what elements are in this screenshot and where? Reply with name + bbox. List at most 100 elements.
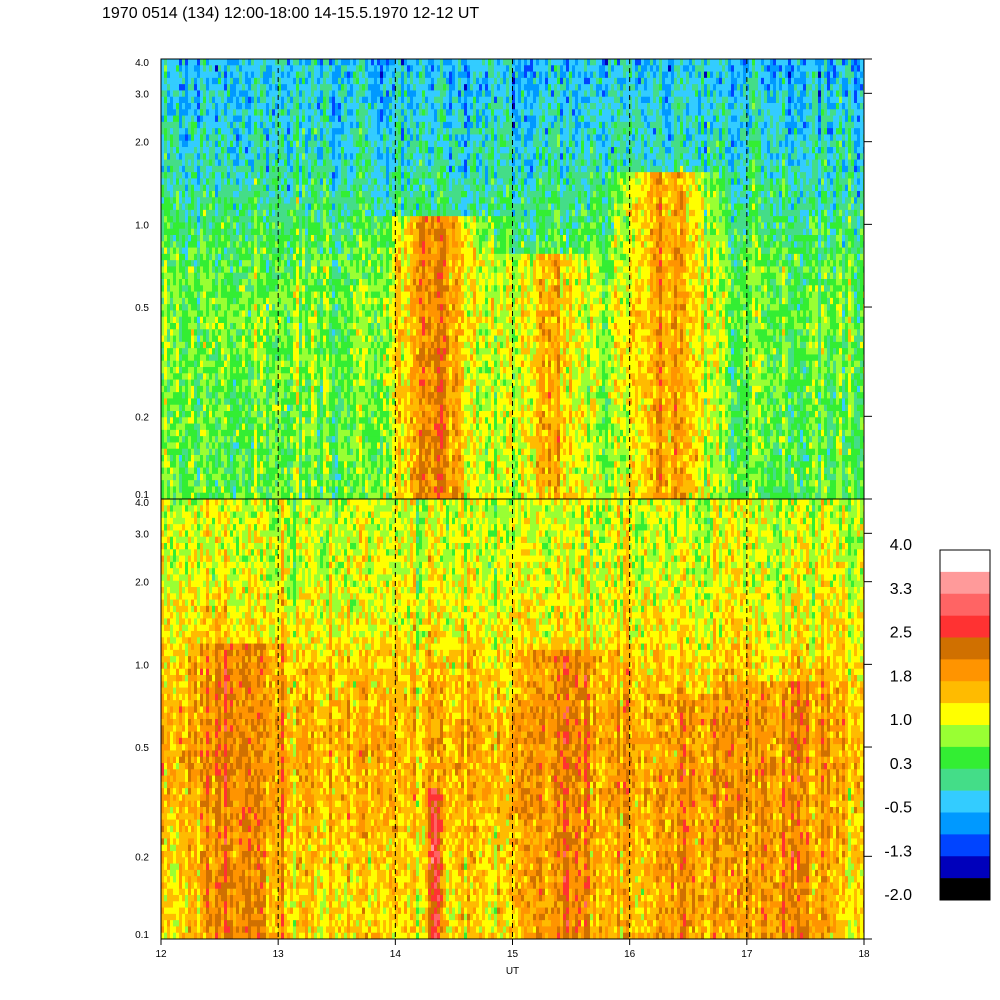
spectrogram-cell bbox=[239, 385, 242, 393]
spectrogram-cell bbox=[185, 461, 188, 469]
spectrogram-cell bbox=[266, 442, 269, 450]
spectrogram-cell bbox=[347, 297, 350, 305]
spectrogram-cell bbox=[275, 241, 278, 249]
spectrogram-cell bbox=[230, 153, 233, 161]
spectrogram-cell bbox=[371, 417, 374, 425]
spectrogram-cell bbox=[260, 77, 263, 85]
spectrogram-cell bbox=[182, 310, 185, 318]
spectrogram-cell bbox=[200, 172, 203, 180]
spectrogram-cell bbox=[275, 442, 278, 450]
spectrogram-cell bbox=[260, 316, 263, 324]
spectrogram-cell bbox=[221, 159, 224, 167]
spectrogram-cell bbox=[341, 329, 344, 337]
spectrogram-cell bbox=[311, 222, 314, 230]
spectrogram-cell bbox=[356, 115, 359, 123]
spectrogram-cell bbox=[164, 197, 167, 205]
spectrogram-cell bbox=[188, 329, 191, 337]
spectrogram-cell bbox=[350, 65, 353, 73]
spectrogram-cell bbox=[197, 172, 200, 180]
spectrogram-cell bbox=[224, 411, 227, 418]
spectrogram-cell bbox=[323, 492, 326, 499]
spectrogram-cell bbox=[260, 159, 263, 167]
spectrogram-cell bbox=[293, 367, 296, 374]
spectrogram-cell bbox=[299, 436, 302, 444]
spectrogram-cell bbox=[320, 260, 323, 268]
spectrogram-cell bbox=[326, 323, 329, 330]
spectrogram-cell bbox=[356, 392, 359, 400]
spectrogram-cell bbox=[296, 323, 299, 330]
spectrogram-cell bbox=[170, 316, 173, 324]
spectrogram-cell bbox=[296, 96, 299, 104]
spectrogram-cell bbox=[308, 335, 311, 343]
spectrogram-cell bbox=[221, 367, 224, 374]
spectrogram-cell bbox=[200, 121, 203, 129]
spectrogram-cell bbox=[251, 423, 254, 431]
spectrogram-cell bbox=[206, 147, 209, 154]
spectrogram-cell bbox=[344, 429, 347, 437]
spectrogram-cell bbox=[197, 291, 200, 299]
spectrogram-cell bbox=[311, 77, 314, 85]
spectrogram-cell bbox=[350, 235, 353, 242]
spectrogram-cell bbox=[215, 115, 218, 123]
spectrogram-cell bbox=[179, 448, 182, 456]
spectrogram-cell bbox=[239, 272, 242, 280]
spectrogram-cell bbox=[188, 260, 191, 268]
spectrogram-cell bbox=[236, 153, 239, 161]
spectrogram-cell bbox=[221, 379, 224, 387]
spectrogram-cell bbox=[245, 172, 248, 180]
spectrogram-cell bbox=[344, 165, 347, 173]
spectrogram-cell bbox=[278, 423, 281, 431]
spectrogram-cell bbox=[260, 90, 263, 98]
spectrogram-cell bbox=[230, 285, 233, 293]
spectrogram-cell bbox=[305, 247, 308, 255]
spectrogram-cell bbox=[353, 103, 356, 110]
spectrogram-cell bbox=[245, 77, 248, 85]
spectrogram-cell bbox=[341, 417, 344, 425]
spectrogram-cell bbox=[221, 329, 224, 337]
spectrogram-cell bbox=[176, 411, 179, 418]
spectrogram-cell bbox=[353, 291, 356, 299]
spectrogram-cell bbox=[257, 398, 260, 406]
spectrogram-cell bbox=[302, 310, 305, 318]
spectrogram-cell bbox=[290, 335, 293, 343]
spectrogram-cell bbox=[281, 203, 284, 211]
spectrogram-cell bbox=[263, 59, 266, 66]
spectrogram-cell bbox=[218, 348, 221, 356]
spectrogram-cell bbox=[278, 486, 281, 494]
spectrogram-cell bbox=[296, 153, 299, 161]
spectrogram-cell bbox=[251, 448, 254, 456]
spectrogram-cell bbox=[230, 121, 233, 129]
spectrogram-cell bbox=[269, 310, 272, 318]
spectrogram-cell bbox=[305, 222, 308, 230]
spectrogram-cell bbox=[278, 285, 281, 293]
spectrogram-cell bbox=[248, 492, 251, 499]
spectrogram-cell bbox=[359, 184, 362, 192]
spectrogram-cell bbox=[278, 153, 281, 161]
spectrogram-cell bbox=[194, 411, 197, 418]
spectrogram-cell bbox=[236, 429, 239, 437]
spectrogram-cell bbox=[254, 235, 257, 242]
spectrogram-cell bbox=[272, 153, 275, 161]
spectrogram-cell bbox=[200, 128, 203, 136]
spectrogram-cell bbox=[185, 172, 188, 180]
spectrogram-cell bbox=[230, 436, 233, 444]
spectrogram-cell bbox=[248, 442, 251, 450]
spectrogram-cell bbox=[275, 159, 278, 167]
spectrogram-cell bbox=[269, 461, 272, 469]
spectrogram-cell bbox=[206, 159, 209, 167]
spectrogram-cell bbox=[170, 473, 173, 481]
spectrogram-cell bbox=[182, 184, 185, 192]
spectrogram-cell bbox=[179, 77, 182, 85]
spectrogram-cell bbox=[329, 423, 332, 431]
spectrogram-cell bbox=[236, 191, 239, 198]
spectrogram-cell bbox=[335, 492, 338, 499]
spectrogram-cell bbox=[242, 209, 245, 217]
spectrogram-cell bbox=[308, 467, 311, 475]
spectrogram-cell bbox=[320, 121, 323, 129]
spectrogram-cell bbox=[212, 473, 215, 481]
spectrogram-cell bbox=[161, 480, 164, 488]
spectrogram-cell bbox=[314, 90, 317, 98]
spectrogram-cell bbox=[260, 247, 263, 255]
spectrogram-cell bbox=[227, 297, 230, 305]
spectrogram-cell bbox=[329, 203, 332, 211]
